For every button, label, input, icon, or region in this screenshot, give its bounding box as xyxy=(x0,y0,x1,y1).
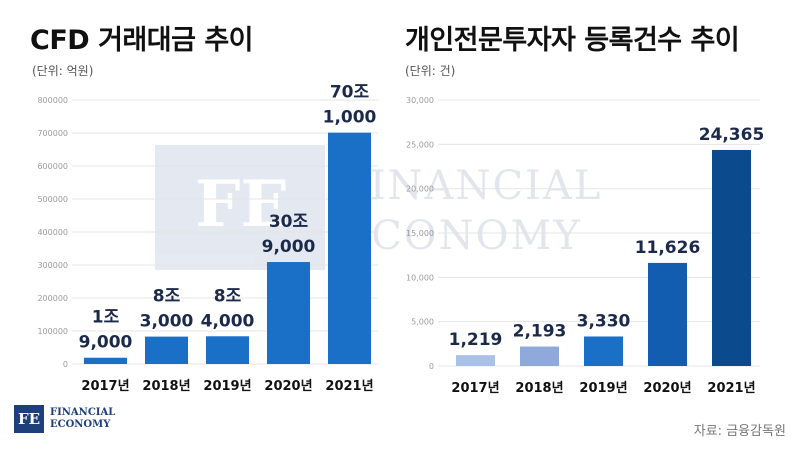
left-value-label: 1조 xyxy=(92,308,120,328)
left-ytick-label: 800000 xyxy=(37,96,68,105)
right-chart-title: 개인전문투자자 등록건수 추이 xyxy=(405,25,740,56)
left-chart-unit: (단위: 억원) xyxy=(32,64,94,78)
source-note: 자료: 금융감독원 xyxy=(693,424,786,439)
left-value-label: 4,000 xyxy=(201,311,255,331)
left-value-label: 1,000 xyxy=(323,108,377,128)
right-ytick-label: 0 xyxy=(429,362,434,371)
logo-text: FINANCIAL ECONOMY xyxy=(50,407,115,431)
right-category-label: 2020년 xyxy=(643,381,691,396)
logo-mark-icon: FE xyxy=(14,405,44,433)
left-bar-3 xyxy=(206,336,249,364)
right-chart-unit: (단위: 건) xyxy=(405,64,456,78)
right-bar-4 xyxy=(648,262,687,366)
left-ytick-label: 700000 xyxy=(37,129,68,138)
right-value-label: 2,193 xyxy=(513,322,567,342)
right-category-label: 2018년 xyxy=(515,381,563,396)
left-ytick-label: 200000 xyxy=(37,294,68,303)
left-value-label: 70조 xyxy=(330,83,370,103)
left-ytick-label: 0 xyxy=(63,360,68,369)
right-ytick-label: 10,000 xyxy=(406,273,434,282)
left-ytick-label: 400000 xyxy=(37,228,68,237)
right-ytick-label: 15,000 xyxy=(406,229,434,238)
left-category-label: 2018년 xyxy=(142,379,190,394)
left-value-label: 9,000 xyxy=(262,237,316,257)
right-value-label: 11,626 xyxy=(635,238,701,258)
left-bar-4 xyxy=(267,262,310,364)
left-value-label: 8조 xyxy=(153,287,181,307)
right-bar-1 xyxy=(456,355,495,366)
right-category-label: 2017년 xyxy=(451,381,499,396)
left-category-label: 2020년 xyxy=(264,379,312,394)
left-category-label: 2019년 xyxy=(203,379,251,394)
left-ytick-label: 500000 xyxy=(37,195,68,204)
right-ytick-label: 30,000 xyxy=(406,96,434,105)
right-bar-2 xyxy=(520,346,559,366)
left-ytick-label: 600000 xyxy=(37,162,68,171)
right-value-label: 3,330 xyxy=(577,311,631,331)
left-value-label: 3,000 xyxy=(140,312,194,332)
right-category-label: 2021년 xyxy=(707,381,755,396)
left-bar-2 xyxy=(145,336,188,364)
right-bar-5 xyxy=(712,149,751,366)
logo-line1: FINANCIAL xyxy=(50,407,116,418)
left-value-label: 30조 xyxy=(269,212,309,232)
right-ytick-label: 20,000 xyxy=(406,185,434,194)
left-value-label: 8조 xyxy=(214,286,242,306)
left-value-label: 9,000 xyxy=(79,333,133,353)
brand-logo: FE FINANCIAL ECONOMY xyxy=(14,405,115,433)
logo-line2: ECONOMY xyxy=(50,419,111,430)
left-ytick-label: 100000 xyxy=(37,327,68,336)
left-category-label: 2017년 xyxy=(81,379,129,394)
left-bar-5 xyxy=(328,132,371,364)
right-category-label: 2019년 xyxy=(579,381,627,396)
left-ytick-label: 300000 xyxy=(37,261,68,270)
right-value-label: 1,219 xyxy=(449,330,503,350)
right-bar-3 xyxy=(584,336,623,366)
right-ytick-label: 25,000 xyxy=(406,140,434,149)
right-ytick-label: 5,000 xyxy=(411,318,434,327)
left-category-label: 2021년 xyxy=(325,379,373,394)
left-chart-title: CFD 거래대금 추이 xyxy=(30,25,254,56)
left-bar-1 xyxy=(84,357,127,364)
right-value-label: 24,365 xyxy=(699,125,765,145)
